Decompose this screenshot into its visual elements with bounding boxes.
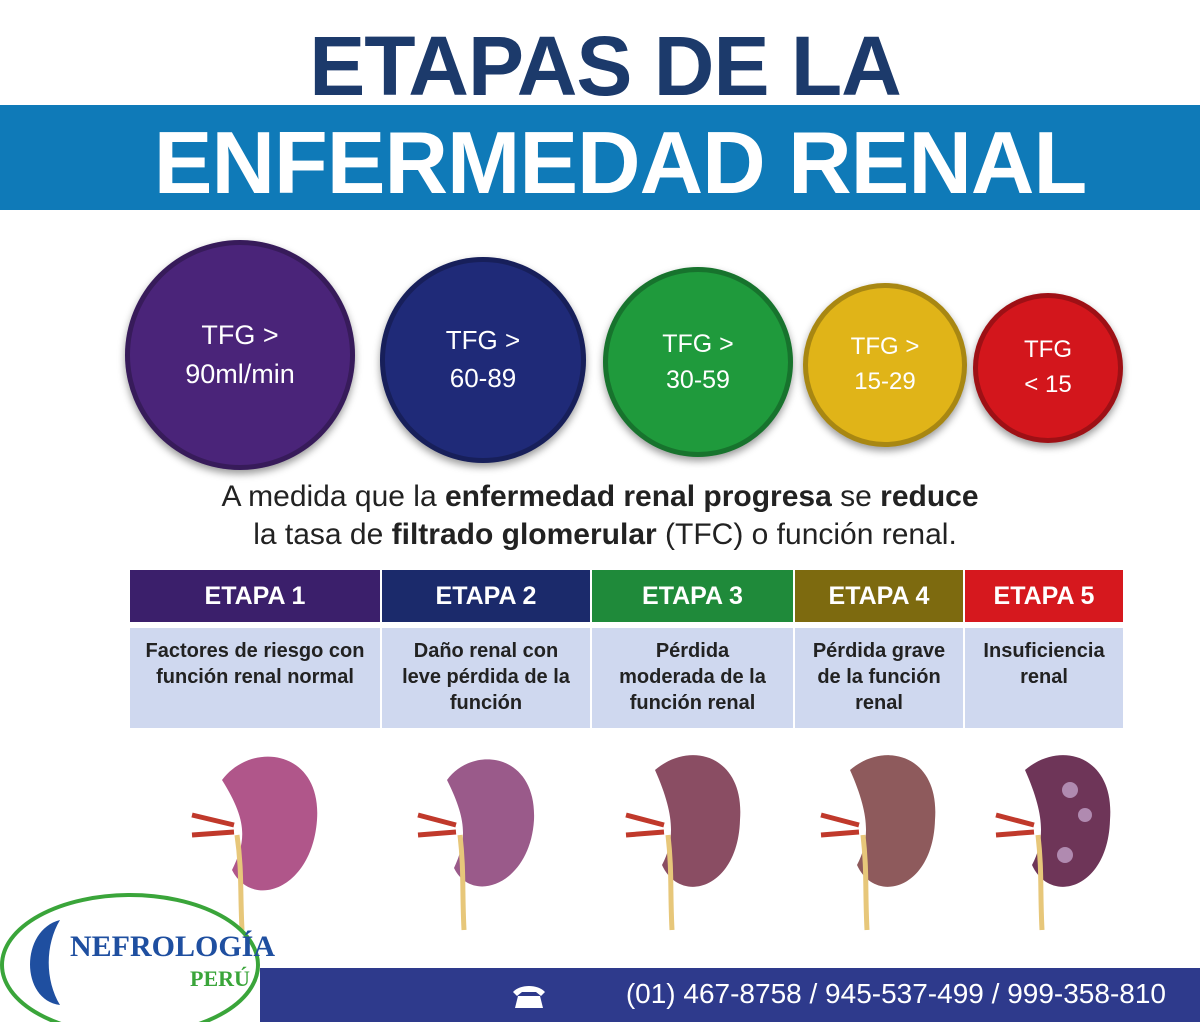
stage-description: Pérdida grave de la función renal	[795, 628, 965, 728]
circle-line2: < 15	[1024, 371, 1072, 398]
description-line: la tasa de filtrado glomerular (TFC) o f…	[0, 516, 1200, 554]
circle-line1: TFG >	[445, 325, 521, 356]
stage-circle: TFG > 60-89	[380, 257, 586, 463]
phone-numbers: (01) 467-8758 / 945-537-499 / 999-358-81…	[625, 978, 1166, 1009]
kidney-illustrations	[191, 755, 1111, 931]
footer-band	[260, 968, 1200, 1022]
stage-description: Daño renal con leve pérdida de la funció…	[382, 628, 592, 728]
kidneys	[191, 755, 1111, 931]
title-band	[0, 105, 1200, 210]
circle-line2: 90ml/min	[185, 359, 295, 389]
description-segment: A medida que la	[221, 480, 445, 513]
description: A medida que la enfermedad renal progres…	[0, 478, 1200, 554]
description-segment: reduce	[880, 480, 979, 513]
circle-line2: 60-89	[449, 363, 517, 393]
logo-shape	[0, 893, 260, 1022]
circle-line1: TFG >	[201, 319, 279, 350]
circle-line1: TFG >	[662, 329, 734, 358]
stage-description: Pérdida moderada de la función renal	[592, 628, 795, 728]
description-segment: (TFC) o función renal.	[656, 518, 957, 551]
circle-line1: TFG	[1024, 336, 1072, 364]
stage-header: ETAPA 4	[795, 570, 965, 622]
stage-circle: TFG > 90ml/min	[125, 240, 355, 470]
description-segment: se	[831, 480, 881, 513]
stage-circle: TFG > 30-59	[603, 267, 793, 457]
description-segment: enfermedad renal progresa	[444, 480, 832, 513]
stage-header: ETAPA 1	[130, 570, 382, 622]
description-line: A medida que la enfermedad renal progres…	[0, 478, 1200, 516]
stage-circle: TFG < 15	[973, 293, 1123, 443]
title-line2: ENFERMEDAD RENAL	[153, 113, 1087, 212]
description-segment: filtrado glomerular	[391, 518, 657, 551]
title-line1: ETAPAS DE LA	[309, 19, 902, 113]
phone-icon	[513, 986, 545, 1008]
stage-description: Insuficiencia renal	[965, 628, 1125, 728]
stage-description: Factores de riesgo con función renal nor…	[130, 628, 382, 728]
stage-circle: TFG > 15-29	[803, 283, 967, 447]
circle-line2: 30-59	[666, 366, 730, 394]
logo-line2: PERÚ	[190, 966, 250, 991]
stage-header: ETAPA 2	[382, 570, 592, 622]
stage-header: ETAPA 5	[965, 570, 1125, 622]
circle-line2: 15-29	[854, 368, 916, 395]
description-segment: la tasa de	[253, 518, 392, 551]
stage-header: ETAPA 3	[592, 570, 795, 622]
logo-line1: NEFROLOGÍA	[70, 930, 276, 963]
circle-line1: TFG >	[850, 333, 920, 361]
